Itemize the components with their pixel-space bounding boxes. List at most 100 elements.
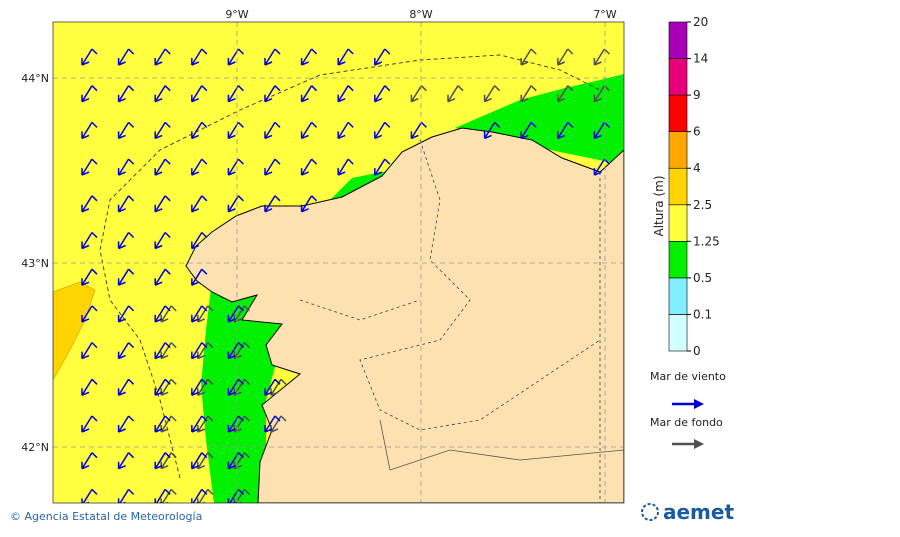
arrow: [337, 48, 354, 66]
arrow: [191, 268, 208, 286]
arrow: [117, 231, 135, 250]
arrow: [117, 158, 135, 176]
arrow: [191, 195, 208, 213]
colorbar-segment: [668, 314, 688, 352]
arrow: [227, 305, 244, 323]
arrow: [197, 342, 214, 360]
arrow: [81, 488, 98, 503]
arrow: [191, 121, 208, 140]
colorbar-segment: [668, 204, 688, 242]
arrow: [264, 195, 281, 213]
colorbar-segment: [668, 167, 688, 206]
arrow: [270, 378, 287, 396]
arrow: [160, 452, 177, 470]
arrow: [154, 452, 171, 470]
arrow: [227, 415, 244, 433]
colorbar-title: Altura (m): [652, 175, 666, 236]
arrow: [81, 268, 98, 286]
colorbar-segment: [668, 58, 688, 96]
arrow: [593, 121, 610, 140]
arrow: [154, 158, 171, 176]
arrow: [197, 415, 214, 433]
arrow: [154, 378, 171, 396]
arrows: [81, 48, 610, 503]
arrow: [410, 121, 427, 140]
arrow: [191, 488, 208, 503]
arrow: [233, 378, 250, 396]
arrow: [117, 195, 135, 213]
arrow: [264, 415, 281, 433]
arrow: [227, 158, 244, 176]
arrow: [191, 342, 208, 360]
arrow: [264, 378, 281, 396]
arrow: [410, 85, 427, 103]
land: [185, 127, 624, 503]
arrow: [374, 85, 391, 103]
arrow: [227, 378, 244, 396]
arrow: [154, 305, 171, 323]
lat-label: 42°N: [21, 441, 49, 454]
arrow: [154, 195, 171, 213]
arrow: [81, 452, 98, 470]
arrow: [264, 158, 281, 176]
arrow: [197, 378, 214, 396]
arrow: [191, 452, 208, 470]
arrow: [117, 342, 135, 360]
arrow: [191, 85, 208, 103]
arrow: [483, 85, 501, 103]
sea-zone: [188, 74, 624, 503]
arrow: [160, 305, 177, 323]
legend-arrow-head: [694, 439, 704, 449]
lat-label: 43°N: [21, 257, 49, 270]
arrow: [593, 85, 610, 103]
arrow: [593, 48, 610, 66]
legend-arrow-head: [694, 399, 704, 409]
arrow: [154, 121, 171, 140]
arrow: [557, 48, 574, 66]
arrow: [154, 48, 171, 66]
colorbar-label: 6: [693, 125, 701, 139]
arrow: [160, 378, 177, 396]
arrow: [154, 85, 171, 103]
arrow: [117, 85, 135, 103]
colorbar-segment: [668, 94, 688, 132]
arrow: [593, 158, 610, 176]
colorbar-segment: [668, 241, 688, 279]
arrow: [483, 121, 501, 140]
arrow: [337, 121, 354, 140]
arrow: [227, 488, 244, 503]
colorbar-segment: [668, 21, 688, 59]
arrow: [520, 85, 537, 103]
arrow: [197, 488, 214, 503]
map: [53, 22, 624, 503]
arrow: [227, 342, 244, 360]
arrow: [264, 121, 281, 140]
arrow: [191, 305, 208, 323]
arrow: [117, 378, 135, 396]
arrow: [233, 342, 250, 360]
arrow: [81, 48, 98, 66]
arrow: [81, 85, 98, 103]
arrow: [270, 415, 287, 433]
arrow: [300, 48, 318, 66]
graticule: [53, 22, 624, 503]
arrow: [160, 415, 177, 433]
arrow: [117, 268, 135, 286]
colorbar-label: 20: [693, 15, 708, 29]
arrow: [117, 121, 135, 140]
arrow: [337, 158, 354, 176]
arrow: [117, 305, 135, 323]
arrow: [81, 158, 98, 176]
colorbar-segment: [668, 131, 688, 169]
arrow: [154, 231, 171, 250]
arrow: [227, 85, 244, 103]
arrow: [300, 121, 318, 140]
borders: [299, 139, 601, 503]
arrow: [154, 488, 171, 503]
arrow: [191, 48, 208, 66]
legend-label: Mar de viento: [650, 370, 726, 383]
credit: © Agencia Estatal de Meteorología: [10, 510, 202, 523]
arrow: [264, 85, 281, 103]
